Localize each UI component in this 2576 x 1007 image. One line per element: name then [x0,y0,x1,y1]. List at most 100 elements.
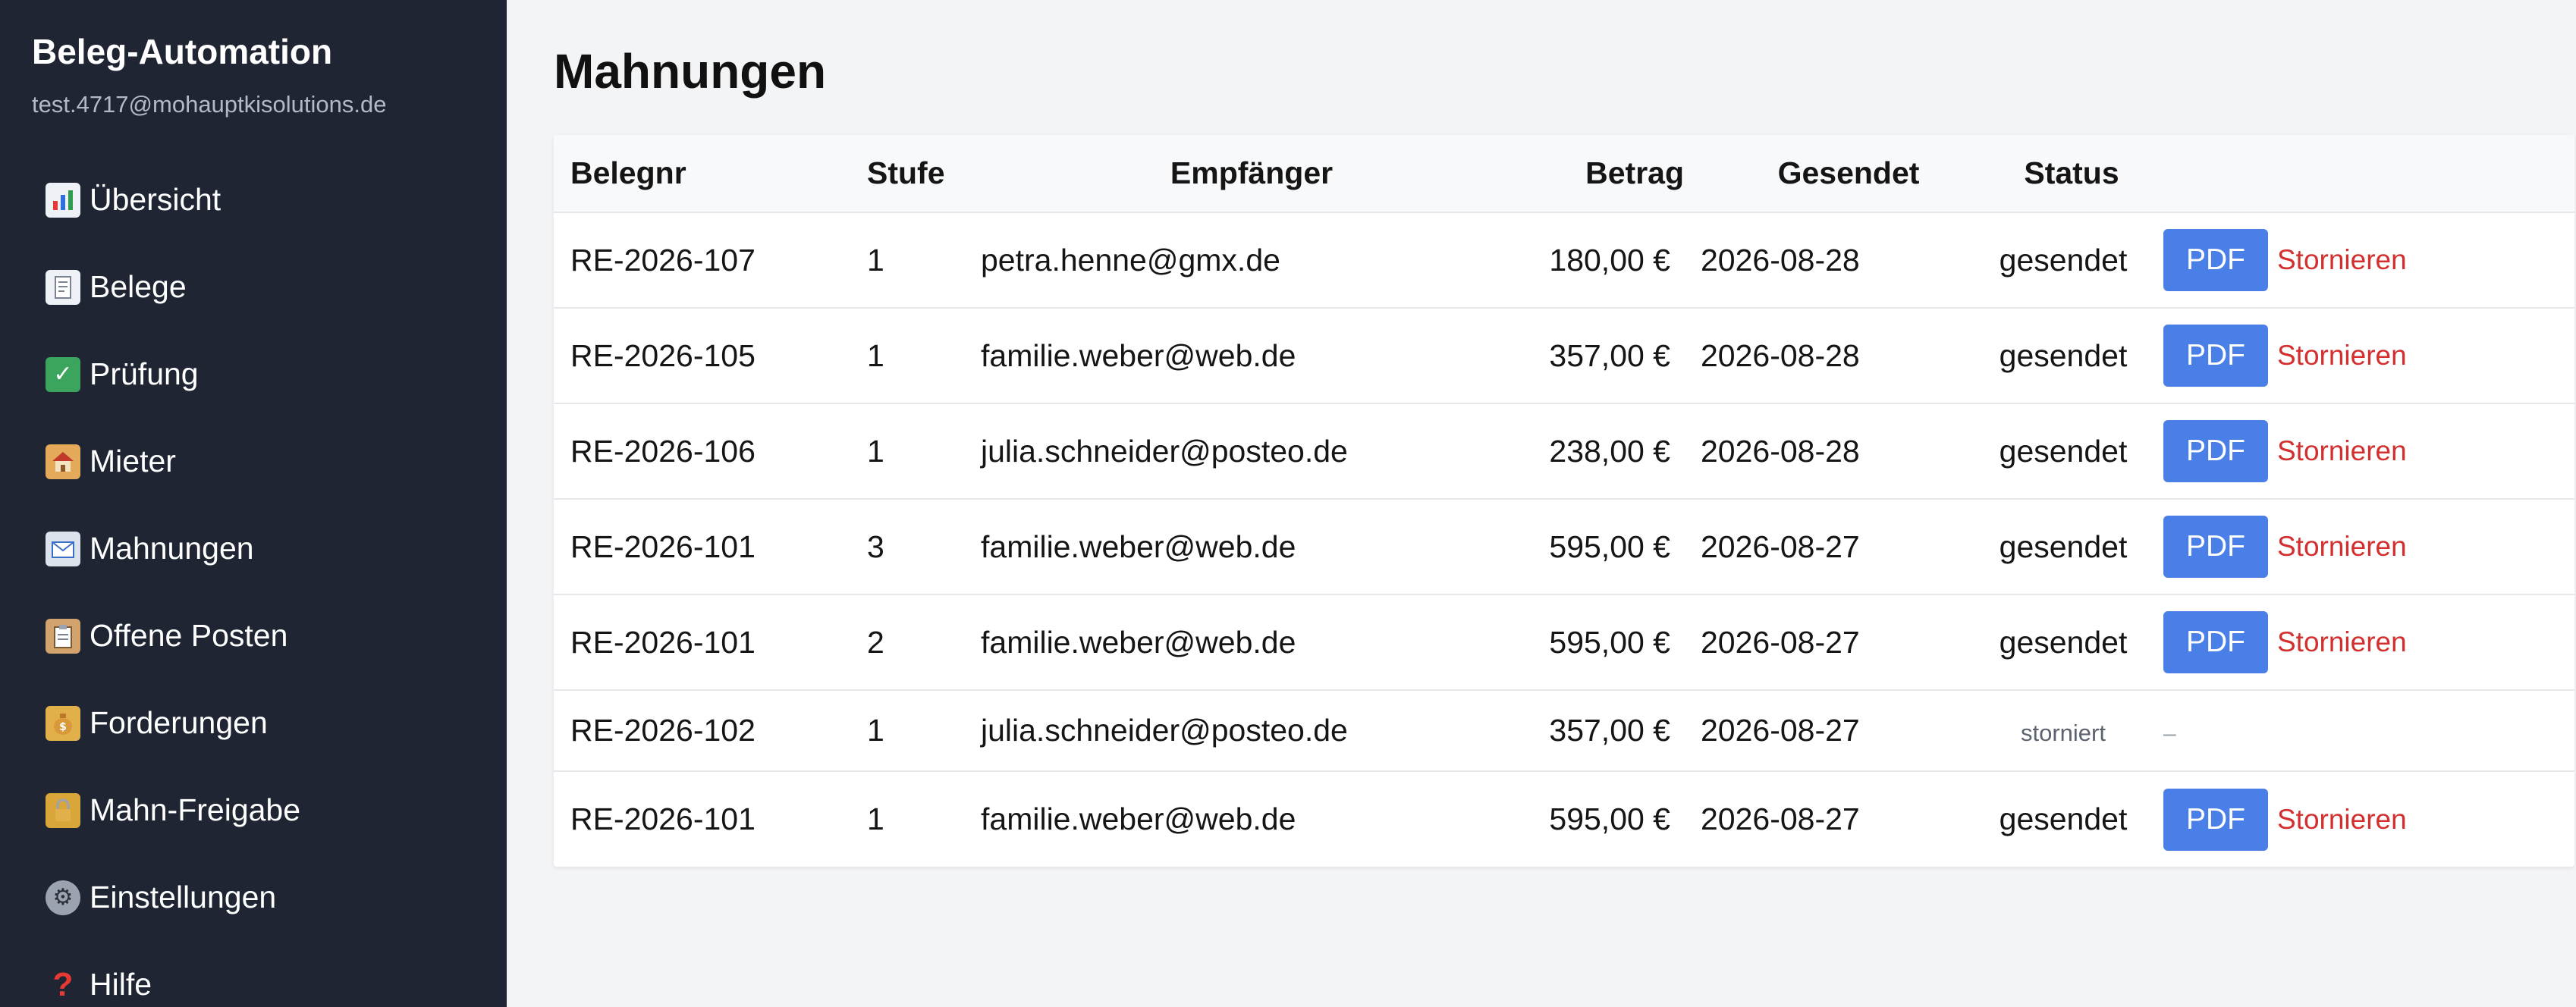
pdf-button[interactable]: PDF [2163,516,2268,578]
checkmark-icon: ✓ [46,356,80,392]
cancel-link[interactable]: Stornieren [2277,531,2407,562]
gear-icon: ⚙ [46,880,80,915]
cancel-link[interactable]: Stornieren [2277,244,2407,275]
column-header-belegnr[interactable]: Belegnr [570,155,686,190]
table-header-row: Belegnr Stufe Empfänger Betrag Gesendet … [554,135,2574,212]
cell-gesendet: 2026-08-27 [1701,713,1860,748]
reminders-table: Belegnr Stufe Empfänger Betrag Gesendet … [554,135,2574,867]
cell-gesendet: 2026-08-27 [1701,802,1860,836]
sidebar-item-label: Forderungen [90,705,268,740]
cell-empfaenger: familie.weber@web.de [981,624,1296,660]
cell-belegnr: RE-2026-106 [570,433,756,469]
page-title: Mahnungen [554,44,827,99]
cell-status: storniert [1980,690,2147,771]
no-actions-dash: – [2163,721,2176,746]
clipboard-icon [46,618,80,654]
cell-empfaenger: julia.schneider@posteo.de [981,713,1348,748]
sidebar: Beleg-Automation test.4717@mohauptkisolu… [0,0,507,1007]
cell-stufe: 2 [867,624,884,660]
cell-gesendet: 2026-08-27 [1701,624,1860,660]
cell-actions: PDF Stornieren [2147,499,2574,594]
cell-actions: PDF Stornieren [2147,308,2574,403]
cell-betrag: 595,00 € [1549,529,1670,564]
sidebar-item-label: Einstellungen [90,880,277,914]
sidebar-item-label: Prüfung [90,356,199,391]
pdf-button[interactable]: PDF [2163,788,2268,851]
sidebar-item-mahn-freigabe[interactable]: Mahn-Freigabe [32,767,507,854]
cell-status: gesendet [1999,529,2128,564]
sidebar-item-label: Mahn-Freigabe [90,792,301,827]
chart-icon [46,182,80,218]
cell-belegnr: RE-2026-102 [570,713,756,748]
cell-gesendet: 2026-08-28 [1701,337,1860,373]
table-row: RE-2026-102 1 julia.schneider@posteo.de … [554,690,2574,771]
column-header-stufe[interactable]: Stufe [867,155,945,190]
table-row: RE-2026-107 1 petra.henne@gmx.de 180,00 … [554,212,2574,308]
cell-empfaenger: familie.weber@web.de [981,529,1296,564]
sidebar-item-uebersicht[interactable]: Übersicht [32,156,507,243]
sidebar-item-label: Mahnungen [90,531,254,566]
cell-stufe: 1 [867,433,884,469]
cell-actions: PDF Stornieren [2147,594,2574,690]
sidebar-item-forderungen[interactable]: $ Forderungen [32,679,507,767]
cell-actions: PDF Stornieren [2147,771,2574,867]
cell-empfaenger: julia.schneider@posteo.de [981,433,1348,469]
cell-status: gesendet [1999,433,2128,469]
pdf-button[interactable]: PDF [2163,611,2268,673]
cancel-link[interactable]: Stornieren [2277,803,2407,835]
cell-empfaenger: familie.weber@web.de [981,337,1296,373]
reminders-table-card: Belegnr Stufe Empfänger Betrag Gesendet … [554,135,2574,867]
cell-betrag: 595,00 € [1549,624,1670,660]
sidebar-item-einstellungen[interactable]: ⚙ Einstellungen [32,854,507,941]
column-header-betrag[interactable]: Betrag [1585,155,1684,190]
cell-betrag: 357,00 € [1549,713,1670,748]
sidebar-item-hilfe[interactable]: ? Hilfe [32,941,507,1007]
cell-belegnr: RE-2026-107 [570,242,756,278]
pdf-button[interactable]: PDF [2163,325,2268,387]
cell-empfaenger: familie.weber@web.de [981,802,1296,836]
table-row: RE-2026-105 1 familie.weber@web.de 357,0… [554,308,2574,403]
sidebar-item-belege[interactable]: Belege [32,243,507,331]
cell-empfaenger: petra.henne@gmx.de [981,242,1280,278]
lock-icon [46,792,80,828]
table-row: RE-2026-106 1 julia.schneider@posteo.de … [554,403,2574,499]
cell-stufe: 3 [867,529,884,564]
money-bag-icon: $ [46,705,80,741]
table-row: RE-2026-101 2 familie.weber@web.de 595,0… [554,594,2574,690]
cell-status: gesendet [1999,242,2128,278]
column-header-empfaenger[interactable]: Empfänger [1170,155,1334,190]
cancel-link[interactable]: Stornieren [2277,626,2407,657]
svg-text:$: $ [59,721,67,733]
question-icon: ? [52,965,74,1003]
cell-stufe: 1 [867,802,884,836]
sidebar-item-offene-posten[interactable]: Offene Posten [32,592,507,679]
cell-belegnr: RE-2026-101 [570,624,756,660]
cell-status: gesendet [1999,802,2128,836]
cell-gesendet: 2026-08-27 [1701,529,1860,564]
sidebar-item-label: Offene Posten [90,618,288,653]
sidebar-nav: Übersicht Belege ✓ Prüfung Mieter [32,156,507,1007]
cancel-link[interactable]: Stornieren [2277,340,2407,371]
column-header-status[interactable]: Status [2024,155,2119,190]
house-icon [46,444,80,479]
user-email: test.4717@mohauptkisolutions.de [32,91,387,118]
sidebar-item-label: Übersicht [90,182,221,217]
cell-gesendet: 2026-08-28 [1701,433,1860,469]
column-header-gesendet[interactable]: Gesendet [1777,155,1920,190]
sidebar-item-mieter[interactable]: Mieter [32,418,507,505]
cell-betrag: 357,00 € [1549,337,1670,373]
sidebar-item-label: Hilfe [90,967,152,1002]
mail-icon [46,531,80,566]
cancel-link[interactable]: Stornieren [2277,435,2407,466]
cell-gesendet: 2026-08-28 [1701,242,1860,278]
cell-betrag: 238,00 € [1549,433,1670,469]
sidebar-item-pruefung[interactable]: ✓ Prüfung [32,331,507,418]
cell-stufe: 1 [867,337,884,373]
main-content: Mahnungen Belegnr Stufe Empfänger [507,0,2576,1007]
sidebar-item-mahnungen[interactable]: Mahnungen [32,505,507,592]
sidebar-item-label: Belege [90,269,187,304]
cell-status: gesendet [1999,624,2128,660]
cell-betrag: 180,00 € [1549,242,1670,278]
pdf-button[interactable]: PDF [2163,420,2268,482]
pdf-button[interactable]: PDF [2163,229,2268,291]
